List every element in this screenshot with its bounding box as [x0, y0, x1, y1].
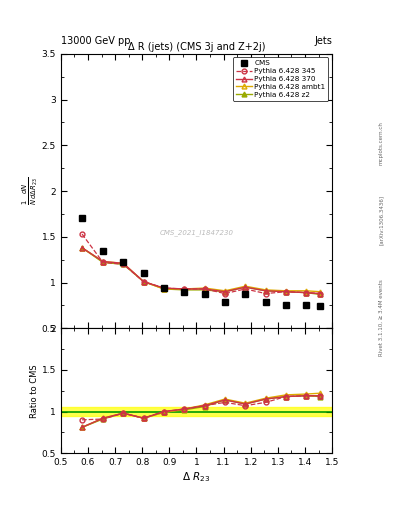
Text: CMS_2021_I1847230: CMS_2021_I1847230 [160, 229, 233, 236]
Title: Δ R (jets) (CMS 3j and Z+2j): Δ R (jets) (CMS 3j and Z+2j) [128, 41, 265, 52]
Text: mcplots.cern.ch: mcplots.cern.ch [379, 121, 384, 165]
Text: Rivet 3.1.10, ≥ 3.4M events: Rivet 3.1.10, ≥ 3.4M events [379, 279, 384, 356]
Text: [arXiv:1306.3436]: [arXiv:1306.3436] [379, 195, 384, 245]
X-axis label: $\Delta\ R_{23}$: $\Delta\ R_{23}$ [182, 470, 211, 483]
Legend: CMS, Pythia 6.428 345, Pythia 6.428 370, Pythia 6.428 ambt1, Pythia 6.428 z2: CMS, Pythia 6.428 345, Pythia 6.428 370,… [233, 57, 329, 101]
Text: Jets: Jets [314, 36, 332, 46]
Bar [61, 408, 332, 416]
Text: 13000 GeV pp: 13000 GeV pp [61, 36, 130, 46]
Y-axis label: Ratio to CMS: Ratio to CMS [30, 364, 39, 417]
Y-axis label: $\frac{1}{N}\frac{dN}{d\Delta R_{23}}$: $\frac{1}{N}\frac{dN}{d\Delta R_{23}}$ [21, 177, 40, 205]
